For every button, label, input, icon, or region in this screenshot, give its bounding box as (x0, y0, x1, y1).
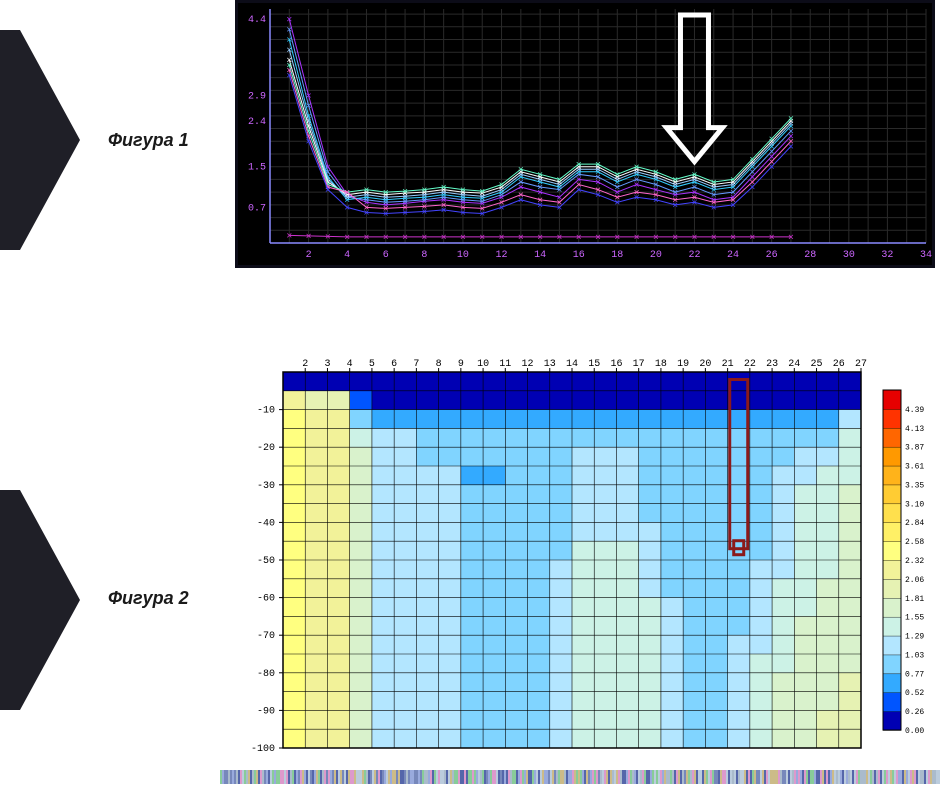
svg-text:3.87: 3.87 (905, 444, 924, 453)
svg-text:-10: -10 (257, 406, 275, 417)
svg-text:16: 16 (573, 250, 585, 261)
svg-text:32: 32 (881, 250, 893, 261)
svg-text:2.4: 2.4 (248, 117, 266, 128)
svg-text:-60: -60 (257, 594, 275, 605)
svg-text:20: 20 (650, 250, 662, 261)
svg-text:1.29: 1.29 (905, 633, 924, 642)
svg-text:-20: -20 (257, 443, 275, 454)
svg-text:34: 34 (920, 250, 932, 261)
svg-text:3.61: 3.61 (905, 463, 924, 472)
svg-text:4.39: 4.39 (905, 406, 924, 415)
noise-bar (220, 770, 940, 784)
svg-text:28: 28 (804, 250, 816, 261)
svg-text:0.00: 0.00 (905, 727, 924, 736)
svg-text:-30: -30 (257, 481, 275, 492)
svg-text:3.35: 3.35 (905, 481, 924, 490)
svg-text:4.4: 4.4 (248, 15, 266, 26)
svg-text:2.84: 2.84 (905, 519, 924, 528)
figure-1-chart: 2468101214161820222426283032340.71.52.42… (235, 0, 935, 268)
svg-text:12: 12 (496, 250, 508, 261)
svg-text:2.9: 2.9 (248, 91, 266, 102)
svg-text:10: 10 (457, 250, 469, 261)
svg-text:-70: -70 (257, 631, 275, 642)
svg-text:26: 26 (766, 250, 778, 261)
svg-text:4.13: 4.13 (905, 425, 924, 434)
svg-text:18: 18 (611, 250, 623, 261)
svg-text:2.32: 2.32 (905, 557, 924, 566)
svg-text:2: 2 (306, 250, 312, 261)
svg-text:1.5: 1.5 (248, 163, 266, 174)
svg-text:3.10: 3.10 (905, 500, 924, 509)
svg-text:30: 30 (843, 250, 855, 261)
svg-text:-50: -50 (257, 556, 275, 567)
svg-text:-80: -80 (257, 669, 275, 680)
svg-text:4: 4 (344, 250, 350, 261)
svg-text:0.7: 0.7 (248, 203, 266, 214)
svg-text:14: 14 (534, 250, 546, 261)
svg-text:2.06: 2.06 (905, 576, 924, 585)
figure-2-chart: 2345678910111213141516171819202122232425… (235, 350, 935, 760)
svg-text:0.26: 0.26 (905, 708, 924, 717)
figure-2-label: Фигура 2 (108, 588, 189, 609)
svg-text:1.81: 1.81 (905, 595, 924, 604)
svg-text:0.77: 0.77 (905, 670, 924, 679)
svg-text:1.03: 1.03 (905, 651, 924, 660)
svg-text:-40: -40 (257, 518, 275, 529)
svg-text:22: 22 (688, 250, 700, 261)
svg-text:-90: -90 (257, 706, 275, 717)
figure-1-label: Фигура 1 (108, 130, 189, 151)
svg-text:-100: -100 (251, 744, 275, 755)
svg-text:0.52: 0.52 (905, 689, 924, 698)
svg-text:8: 8 (421, 250, 427, 261)
svg-text:24: 24 (727, 250, 739, 261)
chevron-decoration-1 (0, 30, 80, 250)
svg-text:6: 6 (383, 250, 389, 261)
chevron-decoration-2 (0, 490, 80, 710)
svg-text:1.55: 1.55 (905, 614, 924, 623)
svg-text:2.58: 2.58 (905, 538, 924, 547)
